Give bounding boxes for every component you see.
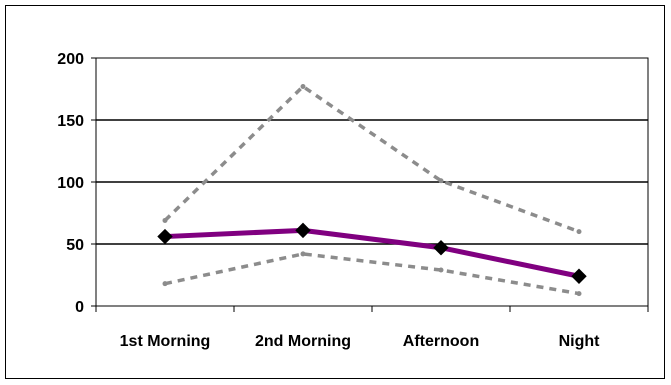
series-3-point bbox=[576, 291, 582, 297]
series-3-point bbox=[438, 267, 444, 273]
y-tick-label: 200 bbox=[57, 51, 84, 68]
series-3-line bbox=[164, 252, 580, 296]
series-1-point bbox=[576, 229, 582, 235]
y-tick-label: 150 bbox=[57, 113, 84, 130]
series-2-point bbox=[295, 222, 311, 239]
series-1-point bbox=[162, 217, 168, 223]
x-tick-label: Night bbox=[559, 333, 601, 350]
series-2-point bbox=[571, 268, 587, 284]
series-3-point bbox=[300, 251, 306, 257]
y-tick-label: 0 bbox=[75, 299, 84, 316]
series-2-point bbox=[157, 228, 173, 245]
series-1-point bbox=[300, 84, 306, 90]
chart-frame bbox=[5, 5, 665, 379]
series-3-point bbox=[162, 281, 168, 287]
series-2-point bbox=[433, 240, 449, 256]
y-tick-label: 100 bbox=[57, 175, 84, 192]
series-2-line bbox=[164, 227, 580, 279]
y-tick-label: 50 bbox=[66, 237, 84, 254]
x-tick-label: 2nd Morning bbox=[255, 333, 351, 350]
x-tick-label: 1st Morning bbox=[120, 333, 211, 350]
x-tick-label: Afternoon bbox=[403, 333, 479, 350]
series-1-point bbox=[438, 178, 444, 184]
series-1-line bbox=[163, 84, 580, 234]
